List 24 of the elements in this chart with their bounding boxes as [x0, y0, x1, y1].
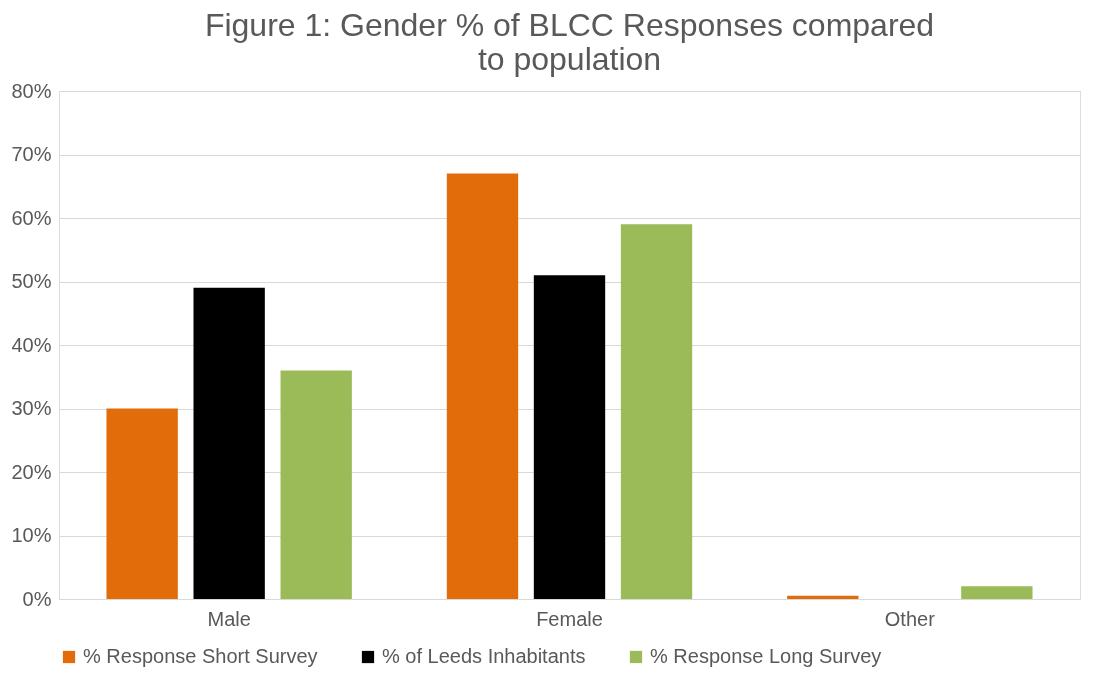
y-tick-label: 20%	[11, 460, 52, 483]
chart-title: Figure 1: Gender % of BLCC Responses compared to population	[204, 7, 935, 77]
bar	[106, 408, 178, 599]
bar	[961, 586, 1033, 599]
bar	[280, 370, 352, 599]
bar	[446, 173, 519, 599]
y-tick-label: 70%	[11, 143, 52, 165]
y-tick-label: 60%	[11, 206, 52, 229]
y-tick-label: 30%	[11, 397, 52, 419]
legend-label: % Response Long Survey	[650, 645, 882, 667]
bar	[533, 275, 606, 599]
bar	[620, 224, 693, 599]
legend-label: % Response Short Survey	[83, 645, 318, 667]
y-tick-label: 10%	[11, 524, 52, 546]
x-tick-label: Female	[536, 607, 603, 630]
y-tick-label: 80%	[11, 79, 52, 102]
x-tick-label: Other	[884, 607, 936, 630]
bar	[193, 287, 265, 599]
x-tick-label: Male	[207, 607, 251, 630]
y-tick-label: 50%	[11, 270, 52, 292]
bar	[787, 595, 859, 599]
y-tick-label: 40%	[11, 333, 52, 356]
y-tick-label: 0%	[22, 587, 52, 610]
legend-label: % of Leeds Inhabitants	[382, 645, 586, 667]
